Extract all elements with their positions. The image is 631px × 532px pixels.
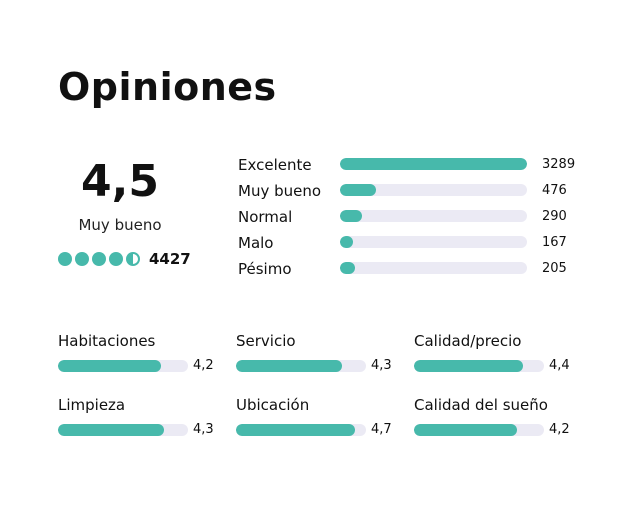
distribution-bar xyxy=(340,158,527,170)
category-bar xyxy=(58,424,188,436)
category-bar-fill xyxy=(414,360,524,372)
distribution-bar xyxy=(340,184,527,196)
category-label: Ubicación xyxy=(236,396,310,414)
distribution-row-pesimo[interactable]: Pésimo 205 xyxy=(238,258,578,284)
distribution-bar-fill xyxy=(340,210,363,222)
category-bar-fill xyxy=(58,360,161,372)
distribution-count: 476 xyxy=(542,183,567,198)
distribution-row-excelente[interactable]: Excelente 3289 xyxy=(238,154,578,180)
distribution-bar xyxy=(340,262,527,274)
category-bar xyxy=(414,424,544,436)
category-servicio: Servicio 4,3 xyxy=(236,332,406,382)
review-count[interactable]: 4427 xyxy=(149,250,191,268)
distribution-count: 290 xyxy=(542,209,567,224)
category-value: 4,7 xyxy=(371,422,392,437)
rating-distribution: Excelente 3289 Muy bueno 476 Normal 290 … xyxy=(238,154,578,284)
distribution-row-muy-bueno[interactable]: Muy bueno 476 xyxy=(238,180,578,206)
bubble-half-icon xyxy=(126,252,140,266)
category-bar xyxy=(414,360,544,372)
overall-score: 4,5 xyxy=(81,156,159,207)
distribution-label: Malo xyxy=(238,234,274,252)
category-bar xyxy=(236,360,366,372)
category-label: Limpieza xyxy=(58,396,126,414)
distribution-label: Normal xyxy=(238,208,293,226)
bubble-full-icon xyxy=(92,252,106,266)
category-label: Servicio xyxy=(236,332,296,350)
distribution-count: 3289 xyxy=(542,157,576,172)
distribution-bar-fill xyxy=(340,262,355,274)
category-bar xyxy=(58,360,188,372)
category-label: Calidad del sueño xyxy=(414,396,548,414)
bubble-rating: 4427 xyxy=(58,250,191,268)
bubble-full-icon xyxy=(109,252,123,266)
distribution-bar-fill xyxy=(340,236,354,248)
distribution-bar xyxy=(340,236,527,248)
category-calidad-del-sueno: Calidad del sueño 4,2 xyxy=(414,396,584,446)
category-bar-fill xyxy=(58,424,164,436)
category-bar-fill xyxy=(236,360,342,372)
category-bar xyxy=(236,424,366,436)
category-label: Habitaciones xyxy=(58,332,156,350)
page-title: Opiniones xyxy=(58,65,277,109)
category-calidad-precio: Calidad/precio 4,4 xyxy=(414,332,584,382)
category-value: 4,2 xyxy=(193,358,214,373)
bubble-full-icon xyxy=(58,252,72,266)
category-habitaciones: Habitaciones 4,2 xyxy=(58,332,228,382)
category-limpieza: Limpieza 4,3 xyxy=(58,396,228,446)
category-bar-fill xyxy=(414,424,517,436)
category-bar-fill xyxy=(236,424,355,436)
overall-score-label: Muy bueno xyxy=(78,216,162,234)
distribution-bar xyxy=(340,210,527,222)
distribution-count: 167 xyxy=(542,235,567,250)
distribution-row-normal[interactable]: Normal 290 xyxy=(238,206,578,232)
bubble-full-icon xyxy=(75,252,89,266)
category-value: 4,3 xyxy=(193,422,214,437)
distribution-count: 205 xyxy=(542,261,567,276)
distribution-label: Excelente xyxy=(238,156,312,174)
distribution-label: Muy bueno xyxy=(238,182,322,200)
distribution-label: Pésimo xyxy=(238,260,292,278)
distribution-bar-fill xyxy=(340,158,527,170)
category-value: 4,4 xyxy=(549,358,570,373)
category-label: Calidad/precio xyxy=(414,332,522,350)
category-value: 4,2 xyxy=(549,422,570,437)
category-ubicacion: Ubicación 4,7 xyxy=(236,396,406,446)
category-value: 4,3 xyxy=(371,358,392,373)
distribution-bar-fill xyxy=(340,184,376,196)
distribution-row-malo[interactable]: Malo 167 xyxy=(238,232,578,258)
